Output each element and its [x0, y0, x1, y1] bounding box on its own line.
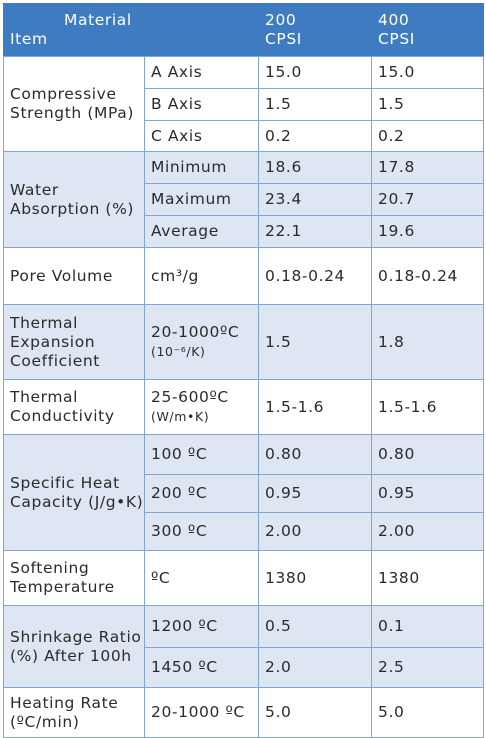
value-200-cell: 0.18-0.24: [258, 247, 372, 305]
value-400-cell: 0.80: [371, 434, 484, 475]
value-400-cell: 2.00: [371, 512, 484, 551]
value-200-cell: 1380: [258, 550, 372, 606]
property-cell: Softening Temperature: [3, 550, 145, 606]
value-200-cell: 0.80: [258, 434, 372, 475]
value-200-cell: 5.0: [258, 687, 372, 738]
value-200-cell: 1.5: [258, 88, 372, 121]
header-400-unit: CPSI: [378, 30, 415, 48]
condition-range: 25-600ºC: [151, 388, 229, 406]
table-row: C Axis 0.2 0.2: [4, 120, 484, 152]
value-400-cell: 17.8: [371, 151, 484, 184]
value-400-cell: 15.0: [371, 56, 484, 89]
header-400-cpsi: 400 CPSI: [371, 3, 484, 57]
value-200-cell: 2.00: [258, 512, 372, 551]
condition-cell: 25-600ºC (W/m•K): [144, 379, 259, 435]
table-row: Thermal Expansion Coefficient 20-1000ºC …: [3, 304, 484, 380]
value-400-cell: 1.8: [371, 304, 484, 380]
condition-cell: 1450 ºC: [144, 647, 259, 688]
header-material-item: Material Item: [3, 3, 259, 57]
value-200-cell: 0.5: [258, 605, 372, 648]
header-200-unit: CPSI: [265, 30, 302, 48]
condition-unit: (10⁻⁶/K): [151, 344, 206, 359]
value-200-cell: 1.5: [258, 304, 372, 380]
table-row: Water Absorption (%) Minimum 18.6 17.8: [3, 151, 484, 248]
value-400-cell: 0.95: [371, 474, 484, 513]
property-cell: Water Absorption (%): [3, 151, 145, 248]
spec-table: Material Item 200 CPSI 400 CPSI Compress…: [3, 3, 484, 738]
value-200-cell: 22.1: [258, 215, 372, 248]
table-row: Heating Rate (ºC/min) 20-1000 ºC 5.0 5.0: [3, 687, 484, 738]
value-400-cell: 2.5: [371, 647, 484, 688]
condition-cell: 20-1000 ºC: [144, 687, 259, 738]
header-material-label: Material: [64, 11, 132, 29]
value-400-cell: 0.1: [371, 605, 484, 648]
condition-cell: Maximum: [144, 183, 259, 216]
table-row: Shrinkage Ratio (%) After 100h 1200 ºC 0…: [3, 605, 484, 688]
header-item-label: Item: [10, 30, 48, 48]
table-row: Softening Temperature ºC 1380 1380: [3, 550, 484, 606]
value-200-cell: 23.4: [258, 183, 372, 216]
value-400-cell: 0.2: [371, 120, 484, 152]
value-400-cell: 1380: [371, 550, 484, 606]
header-row: Material Item 200 CPSI 400 CPSI: [3, 3, 484, 57]
property-cell: Pore Volume: [3, 247, 145, 305]
condition-cell: C Axis: [144, 120, 259, 152]
value-400-cell: 1.5: [371, 88, 484, 121]
condition-range: 20-1000ºC: [151, 323, 240, 341]
condition-cell: 1200 ºC: [144, 605, 259, 648]
condition-cell: Minimum: [144, 151, 259, 184]
property-cell: Compressive Strength (MPa): [3, 56, 145, 152]
condition-cell: 300 ºC: [144, 512, 259, 551]
property-cell: Thermal Expansion Coefficient: [3, 304, 145, 380]
value-200-cell: 15.0: [258, 56, 372, 89]
value-200-cell: 1.5-1.6: [258, 379, 372, 435]
table-row: 200 ºC 0.95 0.95: [4, 474, 484, 513]
table-row: Maximum 23.4 20.7: [4, 183, 484, 216]
condition-cell: B Axis: [144, 88, 259, 121]
value-400-cell: 19.6: [371, 215, 484, 248]
property-cell: Shrinkage Ratio (%) After 100h: [3, 605, 145, 688]
header-200-number: 200: [265, 11, 297, 29]
table-row: Specific Heat Capacity (J/g•K) 100 ºC 0.…: [3, 434, 484, 551]
header-400-number: 400: [378, 11, 410, 29]
header-200-cpsi: 200 CPSI: [258, 3, 372, 57]
value-400-cell: 1.5-1.6: [371, 379, 484, 435]
condition-cell: 100 ºC: [144, 434, 259, 475]
table-row: B Axis 1.5 1.5: [4, 88, 484, 121]
table-row: Average 22.1 19.6: [4, 215, 484, 248]
condition-cell: Average: [144, 215, 259, 248]
property-cell: Specific Heat Capacity (J/g•K): [3, 434, 145, 551]
table-row: Thermal Conductivity 25-600ºC (W/m•K) 1.…: [3, 379, 484, 435]
value-200-cell: 0.2: [258, 120, 372, 152]
table-row: 300 ºC 2.00 2.00: [4, 512, 484, 551]
table-row: Pore Volume cm³/g 0.18-0.24 0.18-0.24: [3, 247, 484, 305]
property-cell: Thermal Conductivity: [3, 379, 145, 435]
condition-unit: (W/m•K): [151, 409, 210, 424]
property-cell: Heating Rate (ºC/min): [3, 687, 145, 738]
condition-cell: ºC: [144, 550, 259, 606]
table-row: 1450 ºC 2.0 2.5: [4, 647, 484, 688]
value-200-cell: 18.6: [258, 151, 372, 184]
value-400-cell: 5.0: [371, 687, 484, 738]
table-body: Compressive Strength (MPa) A Axis 15.0 1…: [3, 56, 484, 738]
condition-cell: A Axis: [144, 56, 259, 89]
condition-cell: 20-1000ºC (10⁻⁶/K): [144, 304, 259, 380]
table-header: Material Item 200 CPSI 400 CPSI: [3, 3, 484, 57]
value-200-cell: 2.0: [258, 647, 372, 688]
value-400-cell: 0.18-0.24: [371, 247, 484, 305]
value-200-cell: 0.95: [258, 474, 372, 513]
condition-cell: 200 ºC: [144, 474, 259, 513]
condition-cell: cm³/g: [144, 247, 259, 305]
table-row: Compressive Strength (MPa) A Axis 15.0 1…: [3, 56, 484, 152]
value-400-cell: 20.7: [371, 183, 484, 216]
